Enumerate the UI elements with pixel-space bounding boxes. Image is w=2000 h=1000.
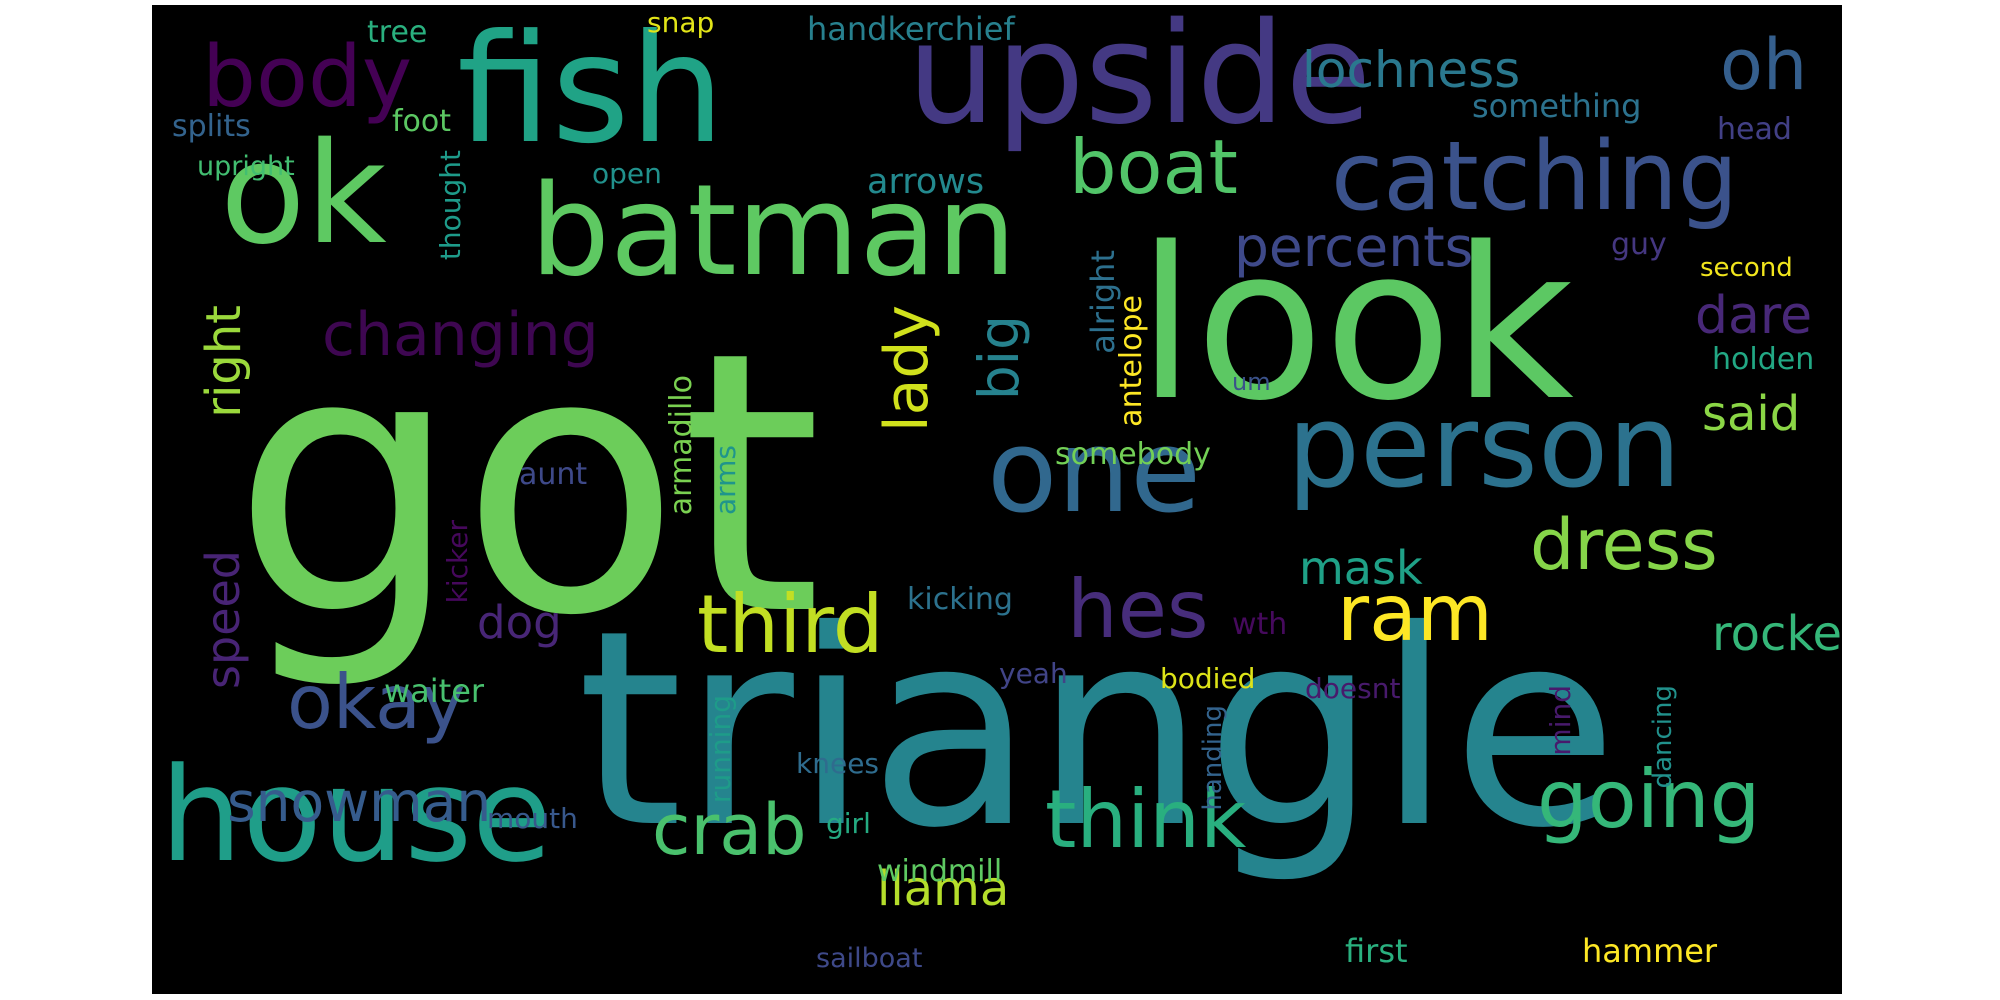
word-guy: guy	[1611, 227, 1667, 262]
word-knees: knees	[796, 747, 880, 780]
word-person: person	[1287, 380, 1682, 514]
word-upright: upright	[197, 151, 295, 182]
word-aunt: aunt	[519, 457, 588, 492]
word-batman: batman	[530, 157, 1017, 304]
word-right: right	[196, 305, 252, 418]
word-triangle: triangle	[577, 572, 1618, 887]
word-big: big	[967, 315, 1031, 401]
word-got: got	[232, 275, 822, 694]
word-foot: foot	[392, 104, 452, 139]
word-first: first	[1345, 932, 1408, 970]
word-lady: lady	[872, 305, 942, 433]
word-crab: crab	[652, 789, 807, 871]
word-llama: llama	[877, 861, 1010, 917]
word-percents: percents	[1234, 215, 1474, 279]
word-oh: oh	[1720, 24, 1808, 106]
word-yeah: yeah	[999, 657, 1068, 690]
word-arms: arms	[709, 445, 742, 516]
word-ram: ram	[1337, 569, 1493, 659]
word-open: open	[592, 157, 662, 190]
word-okay: okay	[287, 658, 466, 746]
word-waiter: waiter	[384, 672, 485, 710]
word-house: house	[160, 739, 553, 891]
word-sailboat: sailboat	[816, 943, 923, 974]
word-kicker: kicker	[441, 520, 474, 604]
word-boat: boat	[1069, 123, 1238, 211]
word-dress: dress	[1530, 504, 1718, 586]
word-head: head	[1717, 112, 1792, 147]
word-mind: mind	[1544, 685, 1577, 756]
word-one: one	[987, 405, 1201, 539]
word-dare: dare	[1695, 286, 1813, 346]
word-lochness: lochness	[1302, 41, 1521, 99]
word-dancing: dancing	[1648, 685, 1678, 789]
word-look: look	[1137, 202, 1574, 447]
word-mouth: mouth	[487, 802, 578, 835]
word-handing: handing	[1198, 705, 1228, 811]
word-kicking: kicking	[907, 582, 1013, 617]
word-holden: holden	[1712, 342, 1815, 377]
word-doesnt: doesnt	[1305, 672, 1401, 705]
word-running: running	[704, 695, 737, 804]
word-wth: wth	[1232, 607, 1288, 642]
word-um: um	[1232, 368, 1271, 396]
word-think: think	[1045, 773, 1247, 866]
word-upside: upside	[907, 5, 1372, 156]
word-something: something	[1472, 87, 1642, 125]
word-antelope: antelope	[1114, 295, 1149, 427]
word-speed: speed	[196, 550, 250, 689]
word-changing: changing	[322, 300, 599, 370]
word-hammer: hammer	[1582, 932, 1718, 970]
word-bodied: bodied	[1160, 662, 1256, 695]
word-cloud-canvas: got triangle look fish upside ok batman …	[152, 5, 1842, 994]
word-somebody: somebody	[1055, 437, 1211, 472]
word-second: second	[1700, 253, 1793, 283]
word-armadillo: armadillo	[664, 375, 699, 516]
word-girl: girl	[826, 807, 871, 840]
word-fish: fish	[457, 5, 725, 177]
word-going: going	[1537, 753, 1761, 846]
word-said: said	[1702, 386, 1801, 442]
word-body: body	[202, 28, 413, 127]
word-handkerchief: handkerchief	[807, 10, 1015, 48]
word-catching: catching	[1331, 122, 1739, 232]
word-hes: hes	[1067, 563, 1209, 656]
word-arrows: arrows	[867, 162, 985, 202]
word-tree: tree	[367, 15, 428, 50]
word-windmill: windmill	[877, 854, 1003, 889]
word-ok: ok	[220, 113, 387, 276]
word-dog: dog	[477, 596, 562, 649]
word-rocket: rocket	[1712, 606, 1842, 662]
word-thought: thought	[434, 150, 467, 261]
word-splits: splits	[172, 109, 251, 144]
word-snap: snap	[647, 6, 715, 39]
word-mask: mask	[1299, 541, 1423, 595]
word-third: third	[697, 578, 884, 671]
word-snowman: snowman	[227, 770, 492, 834]
